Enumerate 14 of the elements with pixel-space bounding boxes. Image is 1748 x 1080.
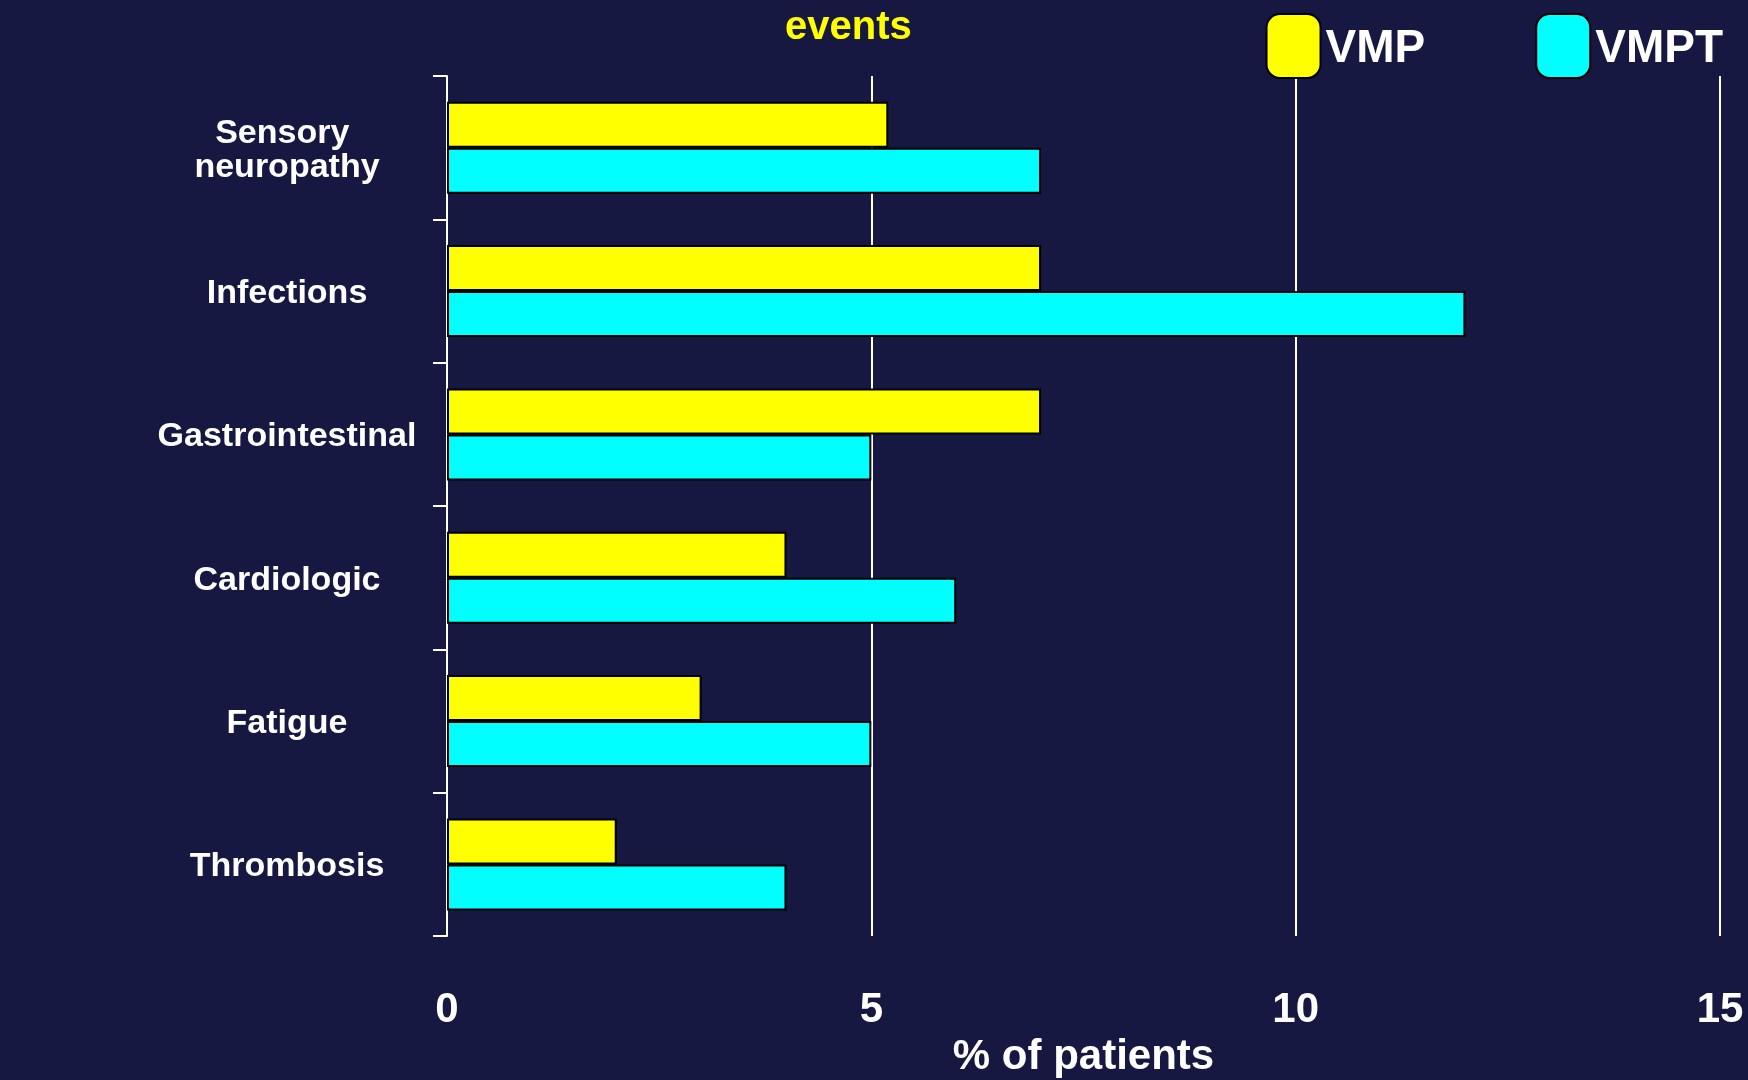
x-tick-label: 0 — [435, 983, 459, 1031]
legend-label: VMPT — [1595, 20, 1723, 72]
chart-title: events — [785, 3, 912, 47]
y-tick-label: Sensory neuropathy — [194, 111, 380, 184]
x-tick-label: 10 — [1272, 983, 1320, 1031]
x-tick-label: 5 — [859, 983, 884, 1031]
y-tick-label: Thrombosis — [189, 845, 385, 884]
y-tick-label: Infections — [206, 272, 368, 311]
x-tick-label: 15 — [1696, 983, 1744, 1031]
x-axis-title: % of patients — [952, 1030, 1215, 1078]
y-tick-label: Gastrointestinal — [157, 415, 417, 454]
y-tick-label: Cardiologic — [193, 558, 381, 597]
y-tick-label: Fatigue — [226, 702, 348, 741]
legend-label: VMP — [1325, 20, 1426, 72]
